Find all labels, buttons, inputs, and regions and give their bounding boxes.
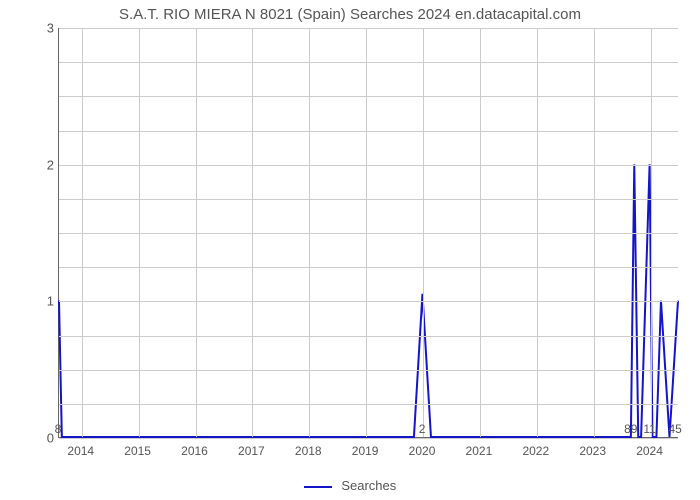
grid-h-minor	[59, 267, 678, 268]
grid-v	[252, 28, 253, 437]
grid-h-minor	[59, 199, 678, 200]
grid-h-minor	[59, 370, 678, 371]
data-label: 8	[55, 422, 62, 436]
grid-v	[366, 28, 367, 437]
x-tick-label: 2022	[522, 444, 549, 458]
grid-v	[82, 28, 83, 437]
grid-h-minor	[59, 404, 678, 405]
legend: Searches	[0, 478, 700, 493]
grid-h-minor	[59, 96, 678, 97]
plot-area	[58, 28, 678, 438]
grid-v	[139, 28, 140, 437]
x-tick-label: 2021	[466, 444, 493, 458]
x-tick-label: 2014	[67, 444, 94, 458]
data-label: 2	[419, 422, 426, 436]
grid-h-minor	[59, 233, 678, 234]
data-label: 45	[668, 422, 681, 436]
x-tick-label: 2018	[295, 444, 322, 458]
data-label: 11	[643, 422, 655, 436]
grid-v	[196, 28, 197, 437]
grid-h-minor	[59, 62, 678, 63]
grid-v	[309, 28, 310, 437]
y-tick-label: 1	[14, 294, 54, 309]
grid-h-minor	[59, 336, 678, 337]
grid-v	[480, 28, 481, 437]
grid-v	[537, 28, 538, 437]
grid-h-major	[59, 301, 678, 302]
grid-h-minor	[59, 131, 678, 132]
data-label: 89	[624, 422, 637, 436]
x-tick-label: 2024	[636, 444, 663, 458]
grid-h-major	[59, 438, 678, 439]
y-tick-label: 0	[14, 431, 54, 446]
grid-h-major	[59, 28, 678, 29]
x-tick-label: 2019	[352, 444, 379, 458]
chart-title: S.A.T. RIO MIERA N 8021 (Spain) Searches…	[0, 6, 700, 23]
grid-v	[423, 28, 424, 437]
searches-chart: S.A.T. RIO MIERA N 8021 (Spain) Searches…	[0, 0, 700, 500]
grid-v	[651, 28, 652, 437]
x-tick-label: 2023	[579, 444, 606, 458]
x-tick-label: 2016	[181, 444, 208, 458]
y-tick-label: 2	[14, 157, 54, 172]
legend-swatch	[304, 486, 332, 488]
grid-h-major	[59, 165, 678, 166]
x-tick-label: 2020	[409, 444, 436, 458]
x-tick-label: 2015	[124, 444, 151, 458]
x-tick-label: 2017	[238, 444, 265, 458]
y-tick-label: 3	[14, 21, 54, 36]
grid-v	[594, 28, 595, 437]
legend-label: Searches	[341, 478, 396, 493]
